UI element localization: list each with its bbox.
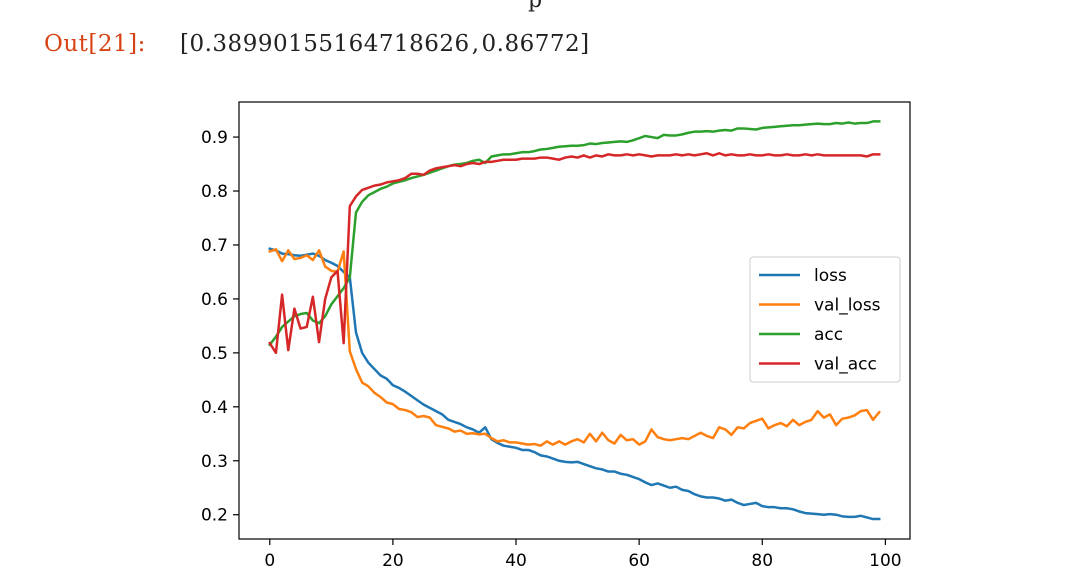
y-tick-label: 0.8: [201, 182, 228, 202]
y-tick-label: 0.4: [201, 398, 228, 418]
series-line-val-acc: [268, 152, 881, 355]
result-value-loss: 0.38990155164718626: [189, 31, 470, 57]
y-tick-label: 0.2: [201, 506, 228, 526]
result-open-bracket: [: [180, 31, 190, 57]
clipped-previous-output-text: p: [528, 0, 543, 13]
series-line-loss: [268, 247, 881, 521]
legend-label-val-loss: val_loss: [814, 296, 881, 316]
output-result: [0.38990155164718626,0.86772]: [180, 31, 590, 57]
x-tick-label: 0: [264, 551, 275, 570]
series-line-acc: [268, 120, 881, 347]
output-prompt: Out[21]:: [44, 31, 146, 57]
x-tick-label: 100: [869, 551, 901, 570]
y-tick-label: 0.9: [201, 128, 228, 148]
result-separator: ,: [471, 31, 480, 57]
legend-label-loss: loss: [814, 266, 847, 286]
y-tick-label: 0.6: [201, 290, 228, 310]
y-tick-label: 0.5: [201, 344, 228, 364]
x-tick-label: 60: [628, 551, 650, 570]
legend-label-acc: acc: [814, 325, 843, 345]
result-close-bracket: ]: [580, 31, 590, 57]
legend-box: [749, 256, 901, 383]
legend-label-val-acc: val_acc: [814, 355, 877, 375]
x-tick-label: 80: [751, 551, 773, 570]
series-line-val-loss: [268, 248, 881, 447]
plot-frame: [238, 101, 911, 540]
y-tick-label: 0.7: [201, 236, 228, 256]
y-tick-label: 0.3: [201, 452, 228, 472]
x-tick-label: 20: [382, 551, 404, 570]
x-tick-label: 40: [505, 551, 527, 570]
result-value-acc: 0.86772: [481, 31, 581, 57]
